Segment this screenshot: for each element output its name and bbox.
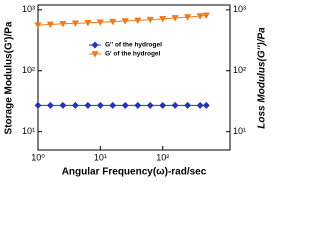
marker (134, 101, 142, 109)
x-axis-label: Angular Frequency(ω)-rad/sec (62, 167, 207, 178)
legend-marker (91, 41, 99, 49)
marker (202, 101, 210, 109)
marker (59, 20, 67, 28)
marker (146, 16, 154, 24)
x-tick-label: 10⁰ (31, 152, 45, 162)
y2-tick-label: 10² (233, 65, 246, 75)
marker (46, 21, 55, 29)
marker (196, 13, 204, 20)
marker (96, 101, 104, 109)
marker (46, 101, 54, 109)
legend-label: G'' of the hydrogel (105, 42, 162, 49)
legend-label: G' of the hydrogel (105, 51, 161, 58)
y-tick-label: 10¹ (22, 126, 35, 136)
marker (71, 101, 79, 109)
marker (184, 14, 192, 21)
marker (202, 12, 210, 20)
marker (171, 101, 179, 109)
marker (146, 101, 154, 109)
marker (159, 101, 167, 109)
plot-frame (37, 4, 231, 151)
marker (196, 101, 204, 109)
marker (96, 19, 104, 26)
marker (84, 101, 92, 109)
marker (34, 101, 42, 109)
y-tick-label: 10³ (22, 4, 35, 14)
x-tick-label: 10¹ (94, 152, 107, 162)
marker (34, 22, 42, 29)
chart: Angular Frequency(ω)-rad/sec Storage Mod… (4, 4, 268, 178)
y2-axis-label: Loss Modulus(G'')/Pa (257, 27, 268, 129)
marker (84, 20, 92, 27)
marker (159, 16, 167, 23)
x-tick-label: 10² (156, 152, 169, 162)
marker (71, 20, 80, 28)
page: Angular Frequency(ω)-rad/sec Storage Mod… (3, 4, 268, 178)
y2-tick-label: 10³ (233, 4, 246, 14)
marker (184, 101, 192, 109)
legend-marker (91, 51, 99, 58)
marker (134, 17, 142, 25)
y-axis-label: Storage Modulus(G')/Pa (4, 21, 15, 134)
marker (109, 101, 117, 109)
marker (109, 18, 117, 26)
marker (59, 101, 67, 109)
marker (121, 101, 129, 109)
y-tick-label: 10² (22, 65, 35, 75)
marker (121, 18, 129, 25)
y2-tick-label: 10¹ (233, 126, 246, 136)
marker (171, 15, 179, 22)
